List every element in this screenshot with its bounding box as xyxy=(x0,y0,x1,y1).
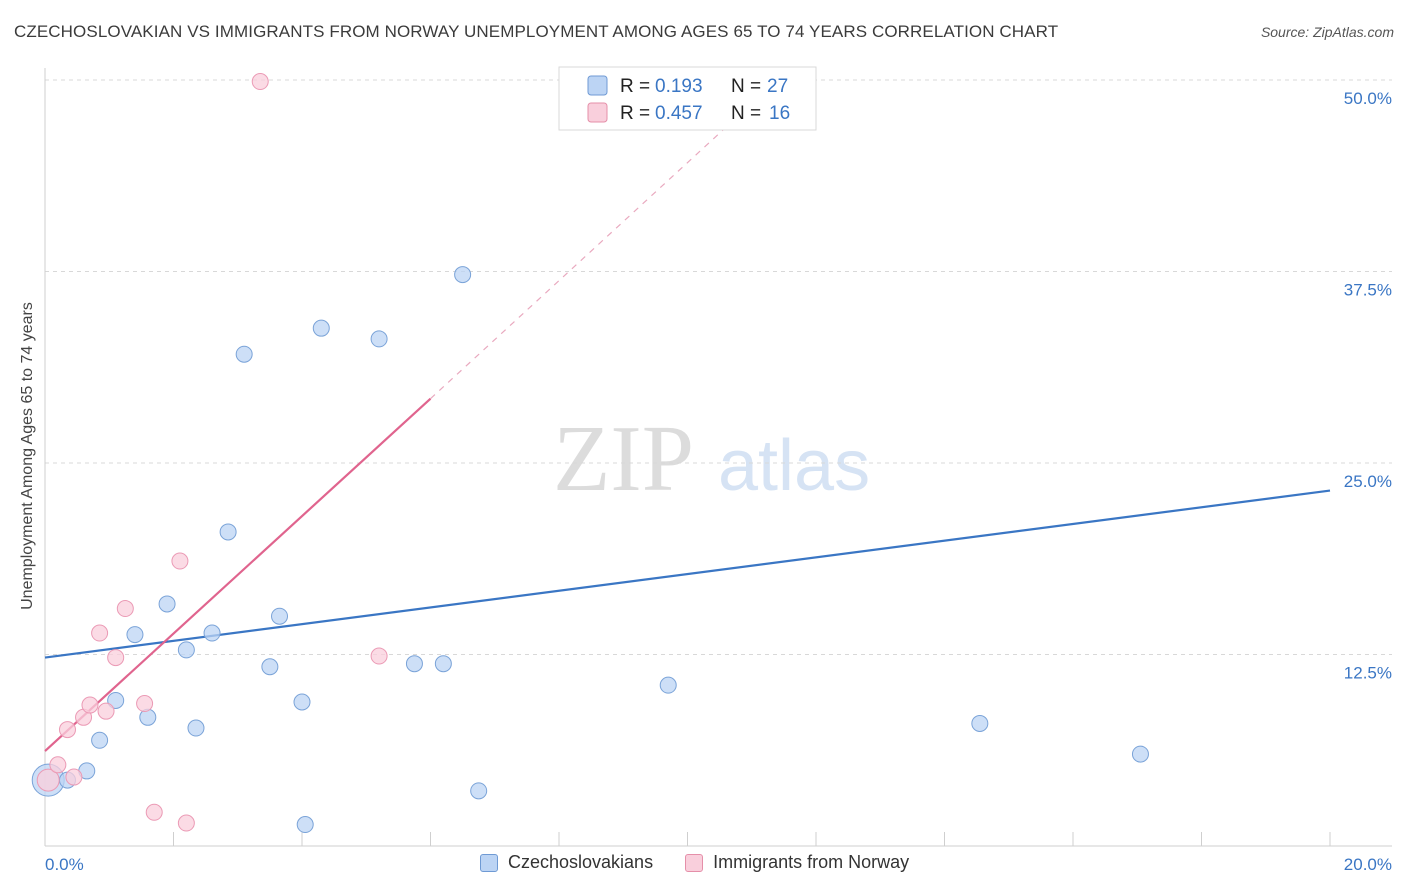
bottom-legend-item-czechoslovakians: Czechoslovakians xyxy=(480,852,653,873)
data-point-norway xyxy=(107,649,125,667)
bottom-legend-label: Czechoslovakians xyxy=(508,852,654,872)
data-point-czechoslovakians xyxy=(454,266,472,284)
bottom-legend-swatch-blue xyxy=(480,853,498,872)
legend-n-value-2: 16 xyxy=(769,103,790,124)
data-point-norway xyxy=(177,814,195,832)
data-point-czechoslovakians xyxy=(312,319,330,337)
y-tick-label: 12.5% xyxy=(1344,664,1392,683)
data-point-czechoslovakians xyxy=(470,782,488,800)
watermark-atlas: atlas xyxy=(718,426,870,506)
data-point-norway xyxy=(251,73,269,91)
legend-swatch-norway xyxy=(587,102,608,123)
legend-r-value-1: 0.193 xyxy=(655,76,703,97)
data-point-norway xyxy=(81,696,99,714)
source-note: Source: ZipAtlas.com xyxy=(1260,24,1394,40)
data-point-czechoslovakians xyxy=(203,624,221,642)
legend-n-label-1: N = xyxy=(731,76,761,97)
data-point-czechoslovakians xyxy=(91,731,109,749)
bottom-legend-item-norway: Immigrants from Norway xyxy=(685,852,909,873)
legend-n-label-2: N = xyxy=(731,103,761,124)
watermark-zip: ZIP xyxy=(553,407,694,511)
data-point-czechoslovakians xyxy=(177,641,195,659)
legend-r-label-2: R = xyxy=(620,103,650,124)
data-point-czechoslovakians xyxy=(139,708,157,726)
data-point-norway xyxy=(116,600,134,618)
legend-r-label-1: R = xyxy=(620,76,650,97)
data-point-czechoslovakians xyxy=(219,523,237,541)
data-point-norway xyxy=(97,702,115,720)
bottom-legend: Czechoslovakians Immigrants from Norway xyxy=(480,852,941,873)
data-point-czechoslovakians xyxy=(235,345,253,363)
data-point-czechoslovakians xyxy=(434,655,452,673)
data-point-norway xyxy=(370,647,388,665)
trend-line-czechoslovakians xyxy=(44,489,1331,659)
chart-title: CZECHOSLOVAKIAN VS IMMIGRANTS FROM NORWA… xyxy=(14,22,1059,41)
y-tick-label: 25.0% xyxy=(1344,472,1392,491)
legend-r-value-2: 0.457 xyxy=(655,103,703,124)
data-point-czechoslovakians xyxy=(187,719,205,737)
data-point-czechoslovakians xyxy=(971,714,989,732)
data-point-czechoslovakians xyxy=(271,607,289,625)
data-point-czechoslovakians xyxy=(1131,745,1149,763)
data-point-norway xyxy=(65,768,83,786)
data-point-czechoslovakians xyxy=(370,330,388,348)
x-tick-label: 20.0% xyxy=(1344,855,1392,874)
data-point-czechoslovakians xyxy=(293,693,311,711)
data-point-czechoslovakians xyxy=(659,676,677,694)
y-tick-label: 50.0% xyxy=(1344,89,1392,108)
data-point-czechoslovakians xyxy=(158,595,176,613)
data-point-czechoslovakians xyxy=(296,816,314,834)
data-point-czechoslovakians xyxy=(261,658,279,676)
legend-n-value-1: 27 xyxy=(767,76,788,97)
legend-swatch-czechoslovakians xyxy=(587,75,608,96)
data-point-czechoslovakians xyxy=(107,691,125,709)
data-point-norway xyxy=(58,721,76,739)
trend-line-norway xyxy=(44,397,432,752)
data-point-norway xyxy=(136,695,154,713)
data-point-norway xyxy=(145,803,163,821)
y-tick-label: 37.5% xyxy=(1344,281,1392,300)
data-point-norway xyxy=(91,624,109,642)
data-point-norway xyxy=(36,768,60,792)
data-point-czechoslovakians xyxy=(405,655,423,673)
data-point-norway xyxy=(49,756,67,774)
data-point-norway xyxy=(171,552,189,570)
top-legend: R = 0.193 N = 27 R = 0.457 N = 16 xyxy=(558,66,817,131)
x-tick-label: 0.0% xyxy=(45,855,84,874)
bottom-legend-swatch-pink xyxy=(685,853,704,872)
data-point-czechoslovakians xyxy=(126,626,144,644)
bottom-legend-label: Immigrants from Norway xyxy=(713,852,910,872)
